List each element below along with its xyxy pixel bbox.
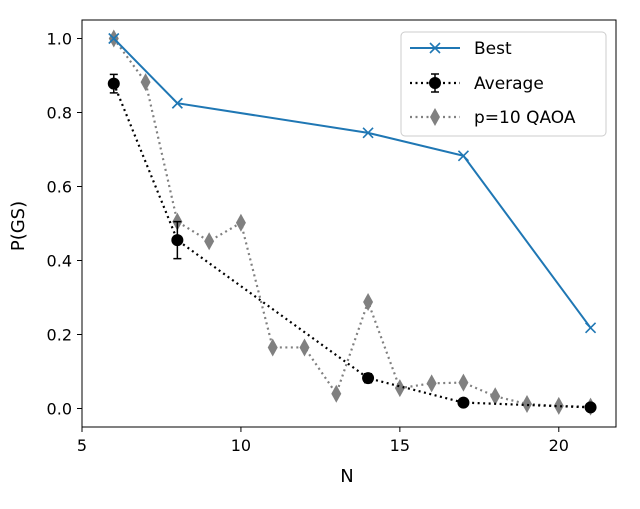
- x-tick-label: 10: [231, 436, 251, 455]
- data-point-p-10-qaoa: [363, 292, 374, 311]
- legend-label-average: Average: [474, 74, 544, 94]
- data-point-p-10-qaoa: [267, 338, 278, 357]
- x-marker-stroke: [362, 127, 374, 139]
- data-point-p-10-qaoa: [553, 396, 564, 415]
- data-point-best: [171, 97, 183, 109]
- data-point-p-10-qaoa: [140, 73, 151, 92]
- data-point-p-10-qaoa: [426, 374, 437, 393]
- x-tick-label: 20: [549, 436, 569, 455]
- data-point-p-10-qaoa: [331, 384, 342, 403]
- y-tick-label: 0.0: [47, 400, 72, 419]
- axis-ticks: 5 10 15 20 0.0 0.2 0.4 0.6 0.8 1.0: [47, 30, 569, 456]
- y-axis-label: P(GS): [8, 201, 29, 251]
- data-point-p-10-qaoa: [299, 338, 310, 357]
- legend-label-best: Best: [474, 39, 512, 59]
- series-line-p-10-qaoa: [112, 37, 591, 408]
- data-point-p-10-qaoa: [235, 213, 246, 232]
- y-tick-label: 0.6: [47, 178, 72, 197]
- series-line-average: [112, 83, 591, 409]
- legend-marker-p-10-qaoa: [430, 108, 440, 126]
- x-marker-stroke: [585, 322, 597, 334]
- x-marker-stroke: [171, 97, 183, 109]
- data-point-p-10-qaoa: [394, 379, 405, 398]
- data-point-p-10-qaoa: [204, 232, 215, 251]
- data-point-average: [171, 234, 184, 247]
- data-point-p-10-qaoa: [490, 387, 501, 406]
- x-axis-label: N: [340, 466, 353, 487]
- legend-box: [400, 31, 607, 137]
- y-tick-label: 0.4: [47, 252, 72, 271]
- data-point-best: [585, 322, 597, 334]
- x-tick-label: 15: [390, 436, 410, 455]
- y-tick-label: 0.2: [47, 326, 72, 345]
- data-point-average: [584, 401, 597, 414]
- y-tick-label: 0.8: [47, 104, 72, 123]
- legend-marker-best: [429, 42, 441, 54]
- data-point-p-10-qaoa: [522, 395, 532, 414]
- plot-frame: [81, 19, 617, 428]
- data-point-best: [108, 32, 120, 45]
- data-point-p-10-qaoa: [458, 373, 469, 392]
- plot-layer: [107, 29, 597, 416]
- data-point-best: [362, 127, 374, 139]
- legend: Best Average p=10 QAOA: [400, 31, 607, 137]
- data-point-best: [457, 150, 469, 162]
- data-point-average: [457, 396, 470, 409]
- legend-marker-average: [429, 77, 441, 89]
- legend-label-qaoa: p=10 QAOA: [474, 108, 576, 128]
- legend-markers: [410, 42, 460, 126]
- y-tick-label: 1.0: [47, 30, 72, 49]
- x-marker-stroke: [457, 150, 469, 162]
- x-tick-label: 5: [77, 436, 87, 455]
- x-marker-stroke: [429, 42, 441, 54]
- x-marker-stroke: [108, 32, 120, 45]
- data-point-average: [107, 77, 120, 90]
- data-point-average: [362, 372, 375, 385]
